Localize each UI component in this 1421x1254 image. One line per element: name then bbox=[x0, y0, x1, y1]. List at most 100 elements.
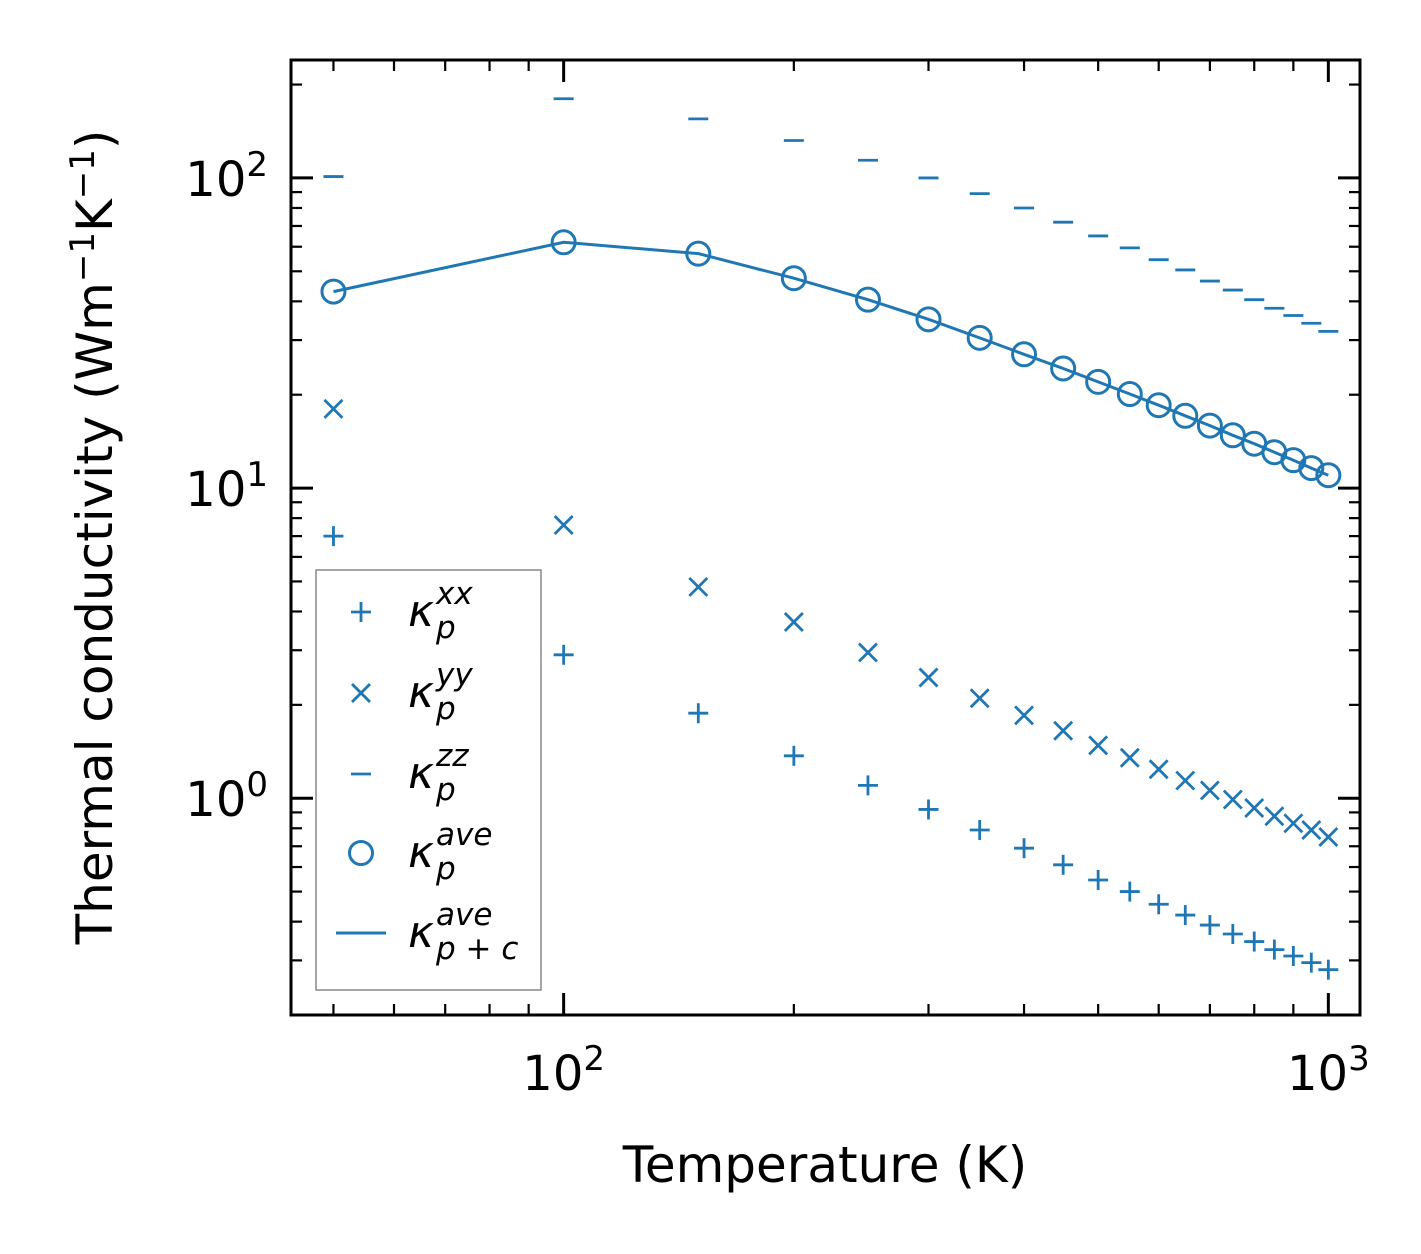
legend-sup-kave_pc: ave bbox=[436, 897, 492, 933]
y-axis-label-close: ) bbox=[66, 130, 124, 150]
data-point-kxx bbox=[1283, 945, 1304, 966]
data-point-kyy bbox=[1053, 720, 1074, 741]
data-point-kave bbox=[780, 265, 807, 292]
data-point-kyy bbox=[1014, 705, 1035, 726]
data-point-kave bbox=[1145, 392, 1172, 419]
y-tick-label: 102 bbox=[185, 145, 268, 208]
data-point-kyy bbox=[1088, 735, 1109, 756]
data-point-kyy-b bbox=[1318, 826, 1339, 847]
data-point-kxx bbox=[1222, 923, 1243, 944]
data-point-kyy-b bbox=[1283, 813, 1304, 834]
data-point-kyy-b bbox=[1148, 759, 1169, 780]
data-point-kave bbox=[1116, 381, 1143, 408]
data-point-kyy-b bbox=[969, 688, 990, 709]
data-point-kxx bbox=[688, 703, 709, 724]
data-point-kyy-b bbox=[1014, 705, 1035, 726]
legend-swatch-kave bbox=[348, 840, 374, 866]
legend-symbol-kave: κ bbox=[408, 827, 434, 878]
data-point-kxx bbox=[969, 819, 990, 840]
data-point-kave bbox=[1085, 368, 1112, 395]
y-axis-label-text: Thermal conductivity (Wm bbox=[66, 282, 124, 945]
data-point-kyy bbox=[1283, 813, 1304, 834]
data-point-kave bbox=[915, 306, 942, 333]
x-tick-labels: 102 103 bbox=[522, 1039, 1369, 1102]
legend-sub-kxx: p bbox=[435, 610, 456, 646]
data-point-kyy bbox=[1222, 789, 1243, 810]
legend-sub-kave: p bbox=[435, 851, 456, 887]
data-point-kyy bbox=[918, 667, 939, 688]
data-point-kyy-b bbox=[1264, 806, 1285, 827]
legend-sup-kzz: zz bbox=[435, 738, 469, 774]
data-point-kxx bbox=[1301, 952, 1322, 973]
data-point-kyy-b bbox=[323, 398, 344, 419]
legend-sup-kyy: yy bbox=[435, 657, 473, 693]
y-tick-label: 101 bbox=[185, 455, 268, 518]
data-point-kave bbox=[1172, 402, 1199, 429]
legend-sup-kave: ave bbox=[436, 817, 492, 853]
y-tick-label-exp: 2 bbox=[246, 145, 268, 185]
data-point-kave bbox=[320, 278, 347, 305]
legend-swatch-kyy-b bbox=[351, 683, 371, 703]
y-axis-label-unit: K bbox=[66, 198, 124, 232]
data-point-kxx bbox=[1088, 869, 1109, 890]
legend-sub-kave_pc: p + c bbox=[435, 931, 518, 967]
data-point-kxx bbox=[1175, 905, 1196, 926]
data-point-kyy-b bbox=[783, 612, 804, 632]
data-point-kyy-b bbox=[1301, 819, 1322, 840]
data-point-kyy-b bbox=[1222, 789, 1243, 810]
plot-frame bbox=[289, 58, 1362, 1017]
data-point-kyy-b bbox=[857, 642, 878, 663]
data-point-kyy-b bbox=[688, 576, 709, 597]
data-point-kxx bbox=[553, 644, 574, 665]
legend-swatch-kxx bbox=[351, 602, 371, 622]
data-point-kxx bbox=[323, 526, 344, 547]
data-point-kyy-b bbox=[1053, 720, 1074, 741]
y-axis-label-exp2: −1 bbox=[63, 149, 103, 199]
data-point-kyy-b bbox=[553, 515, 574, 536]
data-point-kave bbox=[1011, 341, 1038, 368]
y-tick-label-exp: 1 bbox=[246, 455, 268, 495]
data-point-kyy bbox=[323, 398, 344, 419]
x-tick-label: 102 bbox=[522, 1039, 605, 1102]
data-point-kyy bbox=[783, 612, 804, 632]
data-point-kxx bbox=[1148, 894, 1169, 915]
data-point-kyy bbox=[1301, 819, 1322, 840]
data-point-kxx bbox=[1264, 939, 1285, 960]
data-point-kave bbox=[1298, 455, 1325, 482]
data-point-kyy bbox=[553, 515, 574, 536]
legend-sub-kzz: p bbox=[435, 772, 456, 808]
series-kave_pc bbox=[333, 240, 1329, 477]
data-point-kyy-b bbox=[1199, 780, 1220, 801]
series-kzz bbox=[323, 97, 1339, 333]
data-point-kxx bbox=[857, 775, 878, 796]
legend-sub-kyy: p bbox=[435, 691, 456, 727]
y-axis-label: Thermal conductivity (Wm−1K−1) bbox=[63, 130, 124, 946]
data-point-kave bbox=[1050, 355, 1077, 382]
data-point-kyy-b bbox=[1119, 747, 1140, 768]
data-point-kyy bbox=[1175, 770, 1196, 791]
legend-symbol-kyy: κ bbox=[408, 667, 434, 718]
legend-symbol-kxx: κ bbox=[408, 586, 434, 637]
data-point-kyy bbox=[1199, 780, 1220, 801]
data-point-kxx bbox=[1199, 915, 1220, 936]
data-point-kxx bbox=[1318, 959, 1339, 980]
data-point-kave bbox=[1196, 412, 1223, 439]
x-tick-label-base: 10 bbox=[522, 1046, 583, 1102]
x-tick-label-exp: 2 bbox=[583, 1039, 605, 1079]
y-tick-label-base: 10 bbox=[185, 152, 246, 208]
legend-swatch-kyy bbox=[351, 683, 371, 703]
data-point-kxx bbox=[783, 745, 804, 766]
data-point-kyy-b bbox=[1175, 770, 1196, 791]
y-tick-label: 100 bbox=[185, 765, 268, 828]
data-point-kyy-b bbox=[1088, 735, 1109, 756]
data-point-kyy bbox=[969, 688, 990, 709]
legend-frame bbox=[315, 569, 542, 991]
data-point-kyy-b bbox=[1244, 798, 1265, 818]
data-point-kyy bbox=[688, 576, 709, 597]
series-kave bbox=[320, 229, 1342, 489]
data-point-kxx bbox=[1014, 838, 1035, 859]
series-kxx bbox=[323, 526, 1339, 980]
